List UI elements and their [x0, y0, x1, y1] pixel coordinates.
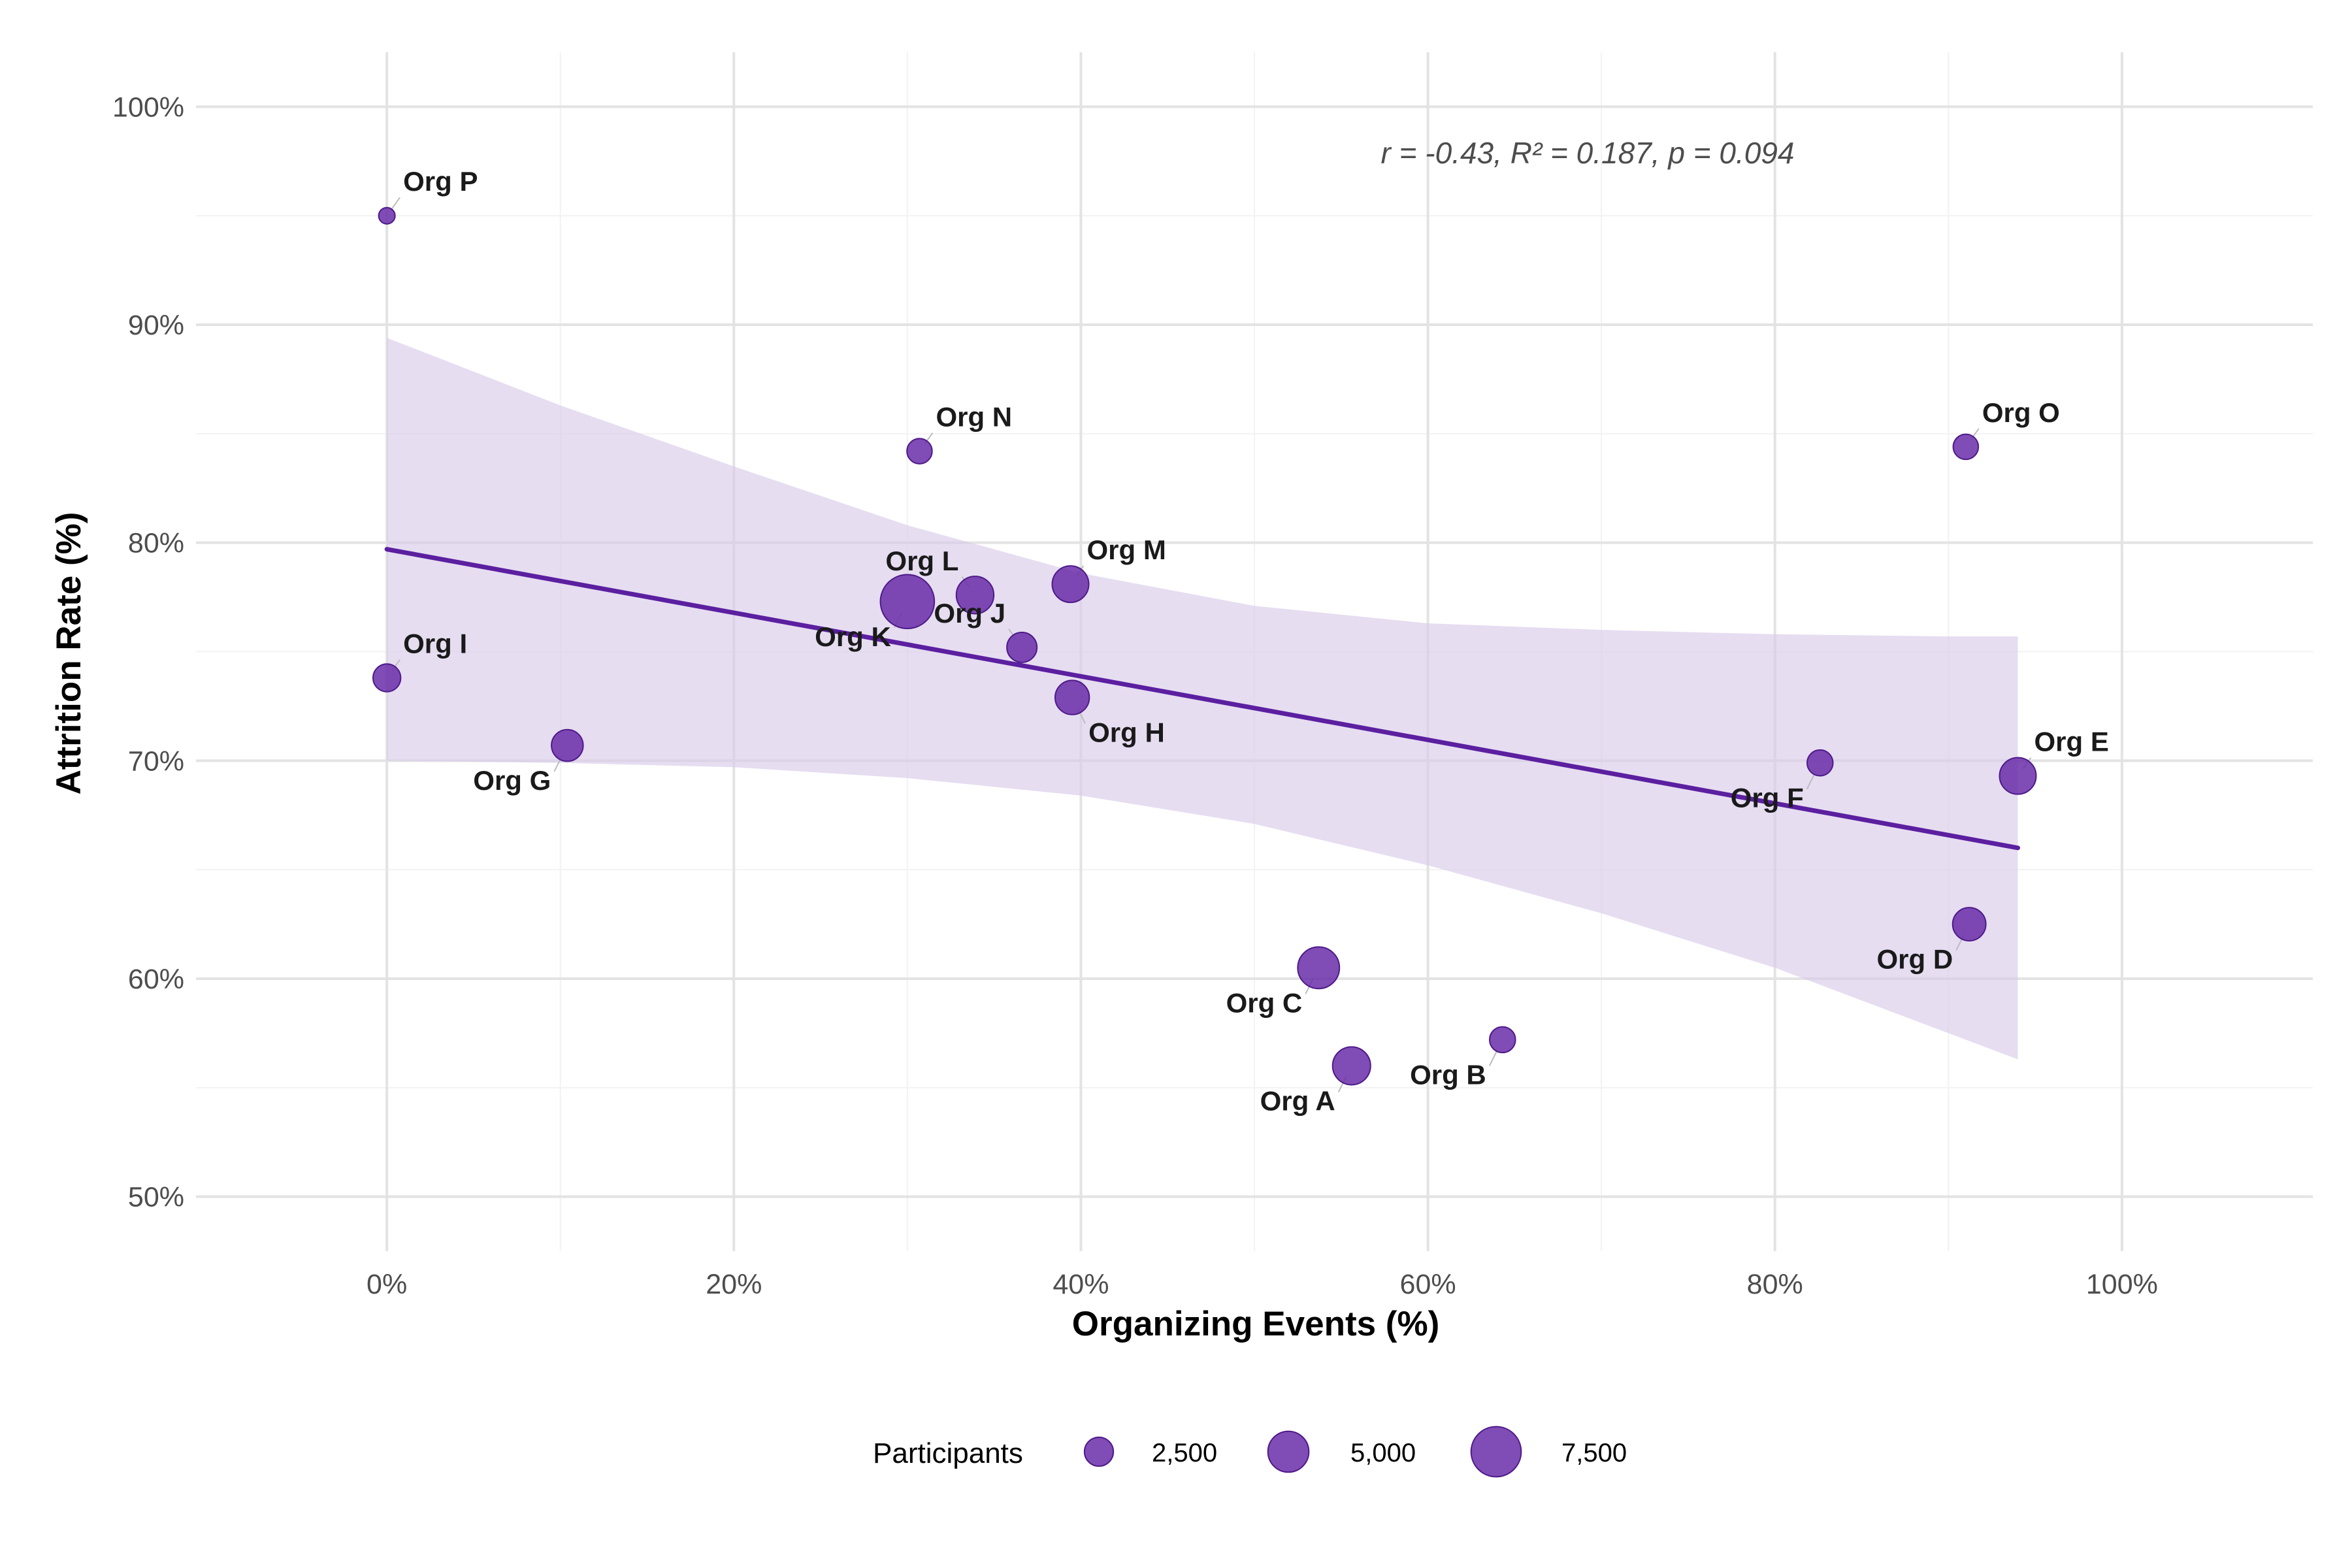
point-label: Org N: [936, 402, 1012, 433]
data-point: [1006, 631, 1038, 663]
annotation-stats: r = -0.43, R² = 0.187, p = 0.094: [1381, 136, 1795, 170]
data-point: [1952, 433, 1980, 461]
data-point: [1952, 907, 1987, 941]
y-tick-label: 70%: [128, 745, 184, 777]
legend-swatch: [1083, 1436, 1115, 1467]
point-label: Org I: [403, 629, 467, 659]
data-point: [551, 728, 584, 762]
point-label: Org K: [815, 621, 891, 652]
point-label: Org C: [1226, 987, 1303, 1018]
label-leader: [1488, 1049, 1498, 1066]
point-label: Org E: [2034, 727, 2109, 757]
y-tick-label: 100%: [112, 91, 184, 123]
y-tick-label: 50%: [128, 1182, 184, 1213]
data-point: [1999, 757, 2037, 795]
data-point: [1054, 679, 1090, 715]
data-point: [1488, 1026, 1516, 1054]
point-label: Org L: [885, 546, 958, 576]
x-tick-label: 0%: [367, 1269, 407, 1300]
x-tick-label: 60%: [1400, 1269, 1456, 1300]
data-point: [1051, 565, 1090, 604]
point-label: Org F: [1731, 783, 1804, 813]
y-axis-title: Attrition Rate (%): [50, 512, 88, 795]
tick-labels: 50% 60% 70% 80% 90% 100% 0% 20% 40% 60% 80% 100%: [112, 91, 2158, 1300]
label-leader: [1806, 773, 1816, 790]
legend: Participants 2,500 5,000 7,500: [873, 1426, 1627, 1478]
data-point: [1806, 749, 1834, 777]
x-tick-label: 100%: [2086, 1269, 2158, 1300]
point-label: Org O: [1982, 397, 2060, 428]
y-tick-label: 80%: [128, 528, 184, 559]
x-axis-title: Organizing Events (%): [1072, 1305, 1439, 1343]
data-point: [1297, 946, 1341, 990]
data-point: [378, 206, 396, 225]
legend-title: Participants: [873, 1437, 1023, 1469]
data-point: [372, 663, 402, 693]
legend-label: 7,500: [1561, 1439, 1627, 1467]
data-point: [1331, 1046, 1371, 1086]
legend-label: 5,000: [1350, 1439, 1416, 1467]
label-leader: [391, 197, 400, 209]
data-point: [879, 574, 936, 630]
point-label: Org H: [1088, 717, 1165, 748]
point-label: Org P: [403, 166, 478, 197]
point-label: Org J: [934, 598, 1005, 629]
y-tick-label: 90%: [128, 310, 184, 341]
point-label: Org A: [1260, 1085, 1335, 1116]
trend-line: [384, 547, 2021, 851]
data-point: [906, 438, 933, 465]
point-label: Org D: [1876, 944, 1953, 975]
data-point: [955, 576, 995, 615]
points-layer: [372, 206, 2037, 1086]
y-tick-label: 60%: [128, 964, 184, 995]
point-label: Org B: [1410, 1059, 1486, 1090]
point-label: Org M: [1086, 534, 1166, 565]
x-tick-label: 20%: [706, 1269, 762, 1300]
legend-label: 2,500: [1152, 1439, 1217, 1467]
x-tick-label: 40%: [1053, 1269, 1109, 1300]
legend-swatch: [1470, 1426, 1522, 1478]
trend-line-layer: [384, 547, 2021, 851]
legend-swatch: [1267, 1430, 1310, 1473]
x-tick-label: 80%: [1747, 1269, 1803, 1300]
point-label: Org G: [473, 765, 551, 796]
point-labels-layer: Org A Org B Org C Org D Org E Org F Org G Org H…: [403, 166, 2109, 1116]
